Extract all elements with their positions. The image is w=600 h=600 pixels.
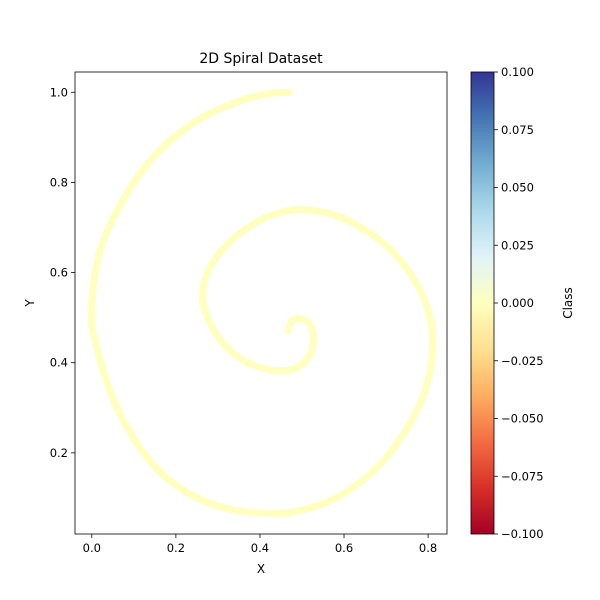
colorbar-tick-label: −0.025	[501, 354, 544, 368]
colorbar: 0.100 0.075 0.050 0.025 0.000 −0.025 −0.050 −0.…	[470, 65, 575, 541]
plot-frame	[74, 71, 448, 535]
x-tick-label: 0.4	[251, 541, 269, 555]
colorbar-tick-label: −0.075	[501, 469, 544, 483]
colorbar-tick-label: −0.050	[501, 412, 544, 426]
colorbar-ticks: 0.100 0.075 0.050 0.025 0.000 −0.025 −0.050 −0.…	[494, 65, 544, 541]
colorbar-gradient	[471, 72, 494, 534]
y-tick-label: 0.4	[50, 356, 68, 370]
colorbar-tick-label: 0.100	[501, 65, 534, 79]
x-axis-label: X	[257, 562, 265, 576]
colorbar-tick-label: 0.000	[501, 296, 534, 310]
colorbar-tick-label: 0.075	[501, 123, 534, 137]
colorbar-tick-label: 0.025	[501, 238, 534, 252]
y-axis-label: Y	[23, 299, 37, 308]
x-tick-label: 0.8	[419, 541, 437, 555]
chart-title: 2D Spiral Dataset	[199, 51, 323, 67]
spiral-series	[88, 88, 437, 517]
y-axis: 0.2 0.4 0.6 0.8 1.0	[50, 85, 75, 460]
x-axis: 0.0 0.2 0.4 0.6 0.8	[83, 534, 437, 555]
x-tick-label: 0.6	[335, 541, 353, 555]
colorbar-tick-label: 0.050	[501, 181, 534, 195]
y-tick-label: 1.0	[50, 85, 68, 99]
y-tick-label: 0.6	[50, 266, 68, 280]
plot-area	[74, 71, 448, 535]
x-tick-label: 0.2	[167, 541, 185, 555]
colorbar-label: Class	[561, 287, 575, 319]
spiral-curve	[88, 88, 437, 517]
colorbar-tick-label: −0.100	[501, 527, 544, 541]
x-tick-label: 0.0	[83, 541, 101, 555]
y-tick-label: 0.8	[50, 175, 68, 189]
y-tick-label: 0.2	[50, 446, 68, 460]
